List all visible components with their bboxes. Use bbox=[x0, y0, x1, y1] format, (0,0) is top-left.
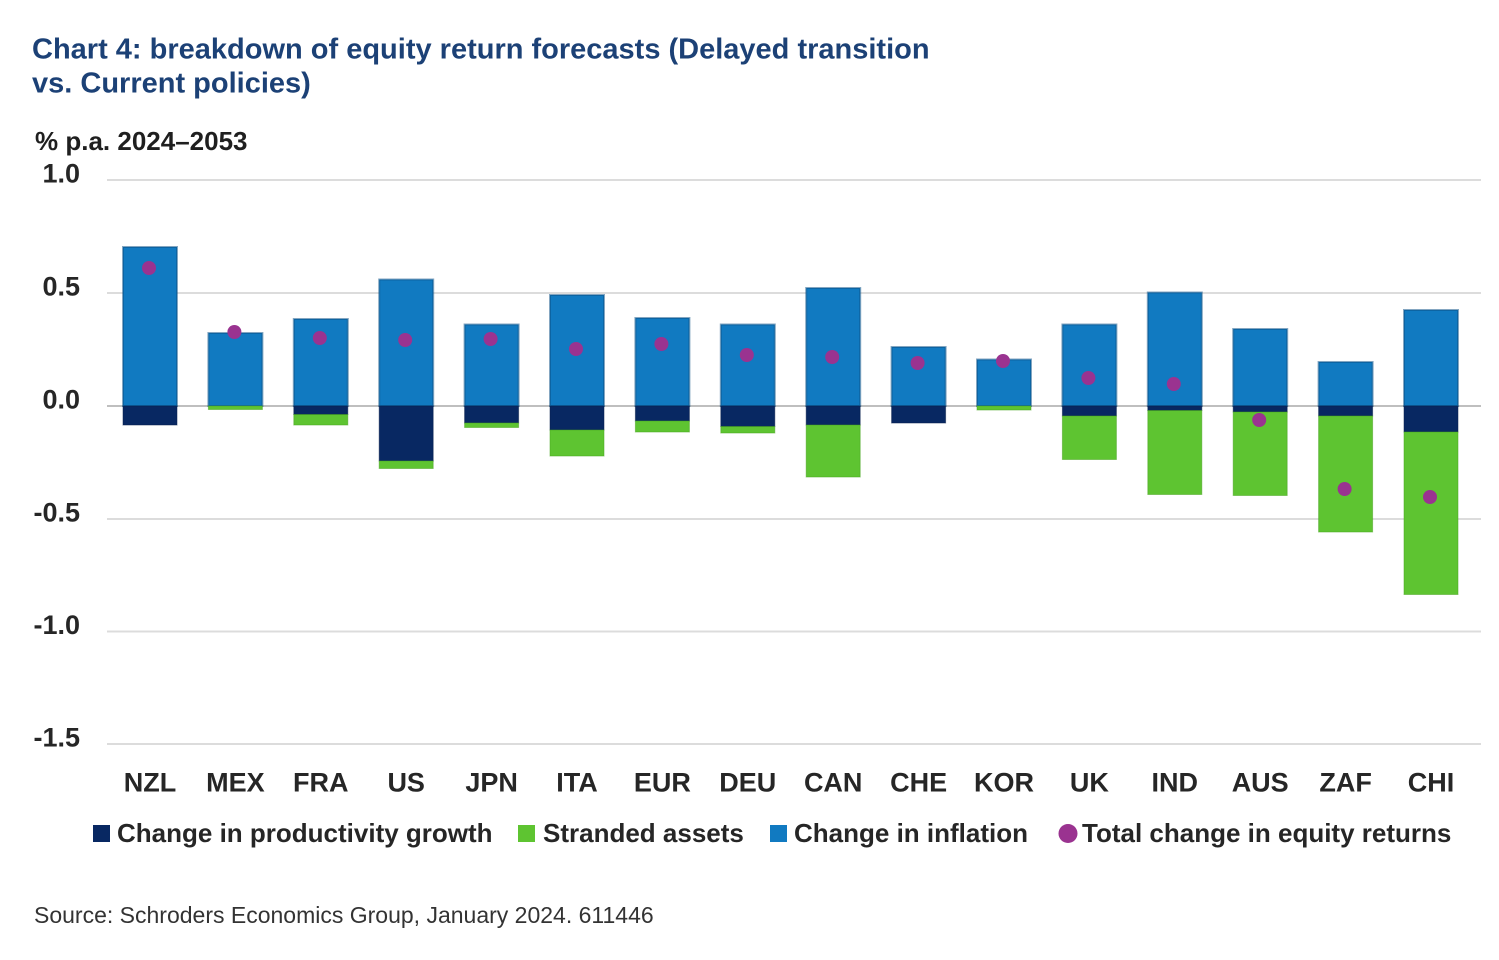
svg-text:-1.0: -1.0 bbox=[33, 610, 80, 640]
svg-text:NZL: NZL bbox=[124, 768, 176, 798]
svg-text:Chart 4: breakdown of equity r: Chart 4: breakdown of equity return fore… bbox=[32, 34, 930, 66]
svg-text:1.0: 1.0 bbox=[42, 159, 80, 189]
svg-text:CHI: CHI bbox=[1408, 768, 1455, 798]
svg-text:vs. Current policies): vs. Current policies) bbox=[32, 68, 311, 100]
svg-text:-1.5: -1.5 bbox=[33, 723, 80, 753]
svg-text:ITA: ITA bbox=[556, 768, 598, 798]
svg-text:Stranded assets: Stranded assets bbox=[543, 818, 744, 848]
svg-text:-0.5: -0.5 bbox=[33, 498, 80, 528]
svg-text:Change in inflation: Change in inflation bbox=[794, 818, 1028, 848]
svg-text:ZAF: ZAF bbox=[1319, 768, 1371, 798]
svg-text:AUS: AUS bbox=[1232, 768, 1289, 798]
svg-text:FRA: FRA bbox=[293, 768, 349, 798]
svg-text:IND: IND bbox=[1152, 768, 1199, 798]
svg-text:US: US bbox=[387, 768, 425, 798]
svg-text:KOR: KOR bbox=[974, 768, 1034, 798]
svg-text:CHE: CHE bbox=[890, 768, 947, 798]
svg-text:MEX: MEX bbox=[206, 768, 265, 798]
svg-text:CAN: CAN bbox=[804, 768, 863, 798]
svg-text:0.5: 0.5 bbox=[42, 272, 80, 302]
svg-text:Source: Schroders Economics Gr: Source: Schroders Economics Group, Janua… bbox=[34, 902, 654, 928]
svg-text:UK: UK bbox=[1070, 768, 1109, 798]
svg-text:Change in productivity growth: Change in productivity growth bbox=[117, 818, 493, 848]
svg-text:0.0: 0.0 bbox=[42, 385, 80, 415]
svg-text:Total change in equity returns: Total change in equity returns bbox=[1082, 818, 1451, 848]
svg-text:% p.a. 2024–2053: % p.a. 2024–2053 bbox=[35, 126, 248, 156]
svg-text:EUR: EUR bbox=[634, 768, 691, 798]
svg-text:JPN: JPN bbox=[465, 768, 518, 798]
svg-text:DEU: DEU bbox=[719, 768, 776, 798]
